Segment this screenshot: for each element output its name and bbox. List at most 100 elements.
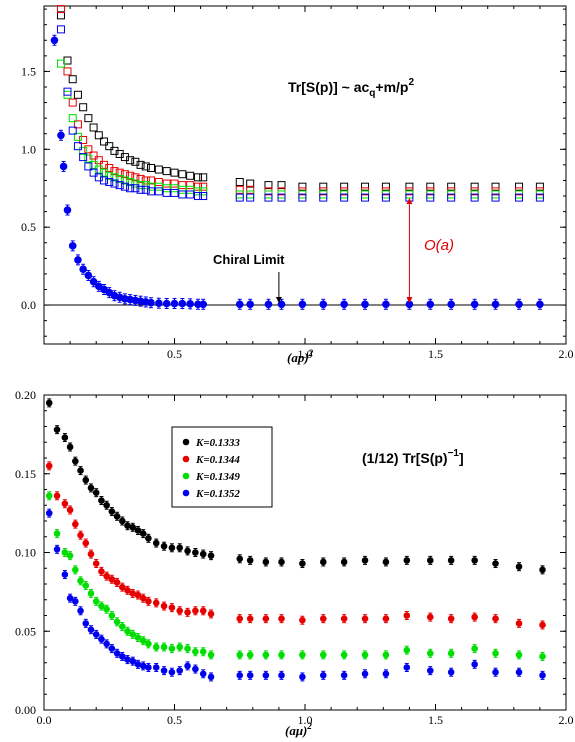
data-point: [207, 610, 215, 618]
data-point: [72, 598, 79, 605]
data-point: [382, 651, 390, 659]
data-point: [535, 182, 544, 191]
data-point: [105, 171, 114, 180]
legend-marker: [182, 455, 190, 463]
data-point: [63, 206, 72, 214]
data-point: [145, 664, 152, 671]
data-point: [361, 193, 370, 202]
data-point: [129, 631, 137, 638]
data-point: [539, 653, 546, 660]
data-point: [136, 185, 145, 194]
data-point: [61, 571, 69, 578]
data-points: [50, 5, 544, 310]
data-point: [168, 544, 176, 552]
chart-title: Tr[S(p)] ~ acq+m/p2: [288, 77, 414, 99]
data-point: [126, 156, 135, 165]
data-point: [89, 123, 98, 132]
data-point: [168, 668, 176, 676]
x-tick-label: 2.0: [559, 713, 574, 727]
data-point: [492, 615, 499, 622]
y-tick-label: 0.10: [15, 546, 36, 560]
data-point: [84, 154, 93, 163]
data-point: [447, 668, 455, 676]
y-tick-label: 1.5: [21, 64, 36, 78]
data-point: [178, 190, 187, 199]
data-point: [110, 179, 119, 188]
data-point: [115, 174, 124, 183]
data-point: [470, 182, 479, 191]
data-point: [160, 602, 168, 610]
data-point: [136, 174, 145, 183]
data-point: [89, 160, 98, 169]
data-point: [178, 185, 187, 194]
bottom-chart: 0.0 0.5 1.0 1.5 2.0 0.00 0.05 0.10 0.15 0.20 K=0.…: [15, 388, 574, 738]
data-point: [61, 434, 69, 441]
data-point: [136, 160, 145, 169]
data-point: [299, 616, 306, 624]
data-point: [68, 242, 77, 250]
data-point: [73, 90, 82, 99]
data-point: [246, 615, 254, 622]
data-point: [340, 672, 348, 679]
data-point: [89, 168, 98, 177]
data-point: [382, 558, 390, 566]
data-point: [319, 672, 327, 679]
data-point: [134, 661, 142, 668]
data-point: [134, 527, 142, 534]
data-point: [139, 530, 147, 537]
data-point: [426, 557, 434, 564]
data-point: [119, 517, 126, 525]
data-point: [141, 185, 150, 194]
data-point: [126, 171, 135, 180]
data-point: [319, 182, 328, 191]
data-point: [57, 131, 65, 140]
data-point: [77, 577, 84, 585]
data-point: [160, 667, 168, 674]
data-point: [264, 193, 273, 202]
data-point: [154, 187, 163, 196]
data-point: [120, 182, 129, 191]
data-point: [98, 497, 105, 504]
x-tick-label: 1.5: [428, 713, 443, 727]
data-point: [176, 643, 184, 651]
data-point: [319, 615, 327, 622]
data-point: [45, 399, 53, 407]
data-point: [154, 182, 163, 191]
data-point: [246, 179, 255, 188]
legend-label: K=0.1349: [195, 471, 240, 483]
data-point: [515, 668, 523, 676]
data-point: [235, 193, 244, 202]
data-point: [170, 299, 179, 308]
data-point: [72, 566, 79, 574]
data-point: [63, 67, 72, 76]
data-point: [113, 650, 121, 657]
data-point: [100, 176, 109, 185]
data-point: [131, 173, 140, 182]
data-point: [108, 645, 116, 652]
data-point: [66, 552, 74, 559]
data-point: [129, 524, 137, 531]
data-point: [264, 300, 273, 309]
y-tick-label: 1.0: [21, 142, 36, 156]
y-tick-label: 0.0: [21, 298, 36, 312]
data-point: [207, 651, 215, 659]
data-point: [160, 643, 168, 651]
data-point: [168, 604, 176, 611]
data-point: [141, 162, 150, 171]
data-point: [319, 193, 328, 202]
data-point: [403, 612, 411, 619]
data-point: [199, 648, 207, 656]
data-point: [236, 555, 244, 563]
data-point: [63, 56, 72, 65]
data-point: [124, 522, 131, 530]
plot-frame: [43, 394, 567, 711]
data-point: [319, 651, 327, 659]
data-point: [113, 512, 121, 520]
data-point: [262, 615, 270, 622]
data-point: [515, 300, 523, 309]
chiral-limit-arrowhead: [275, 297, 282, 304]
data-point: [426, 300, 435, 309]
chart-title: (1/12) Tr[S(p)−1]: [362, 448, 464, 466]
data-point: [162, 179, 171, 188]
order-a-label: O(a): [424, 237, 454, 254]
